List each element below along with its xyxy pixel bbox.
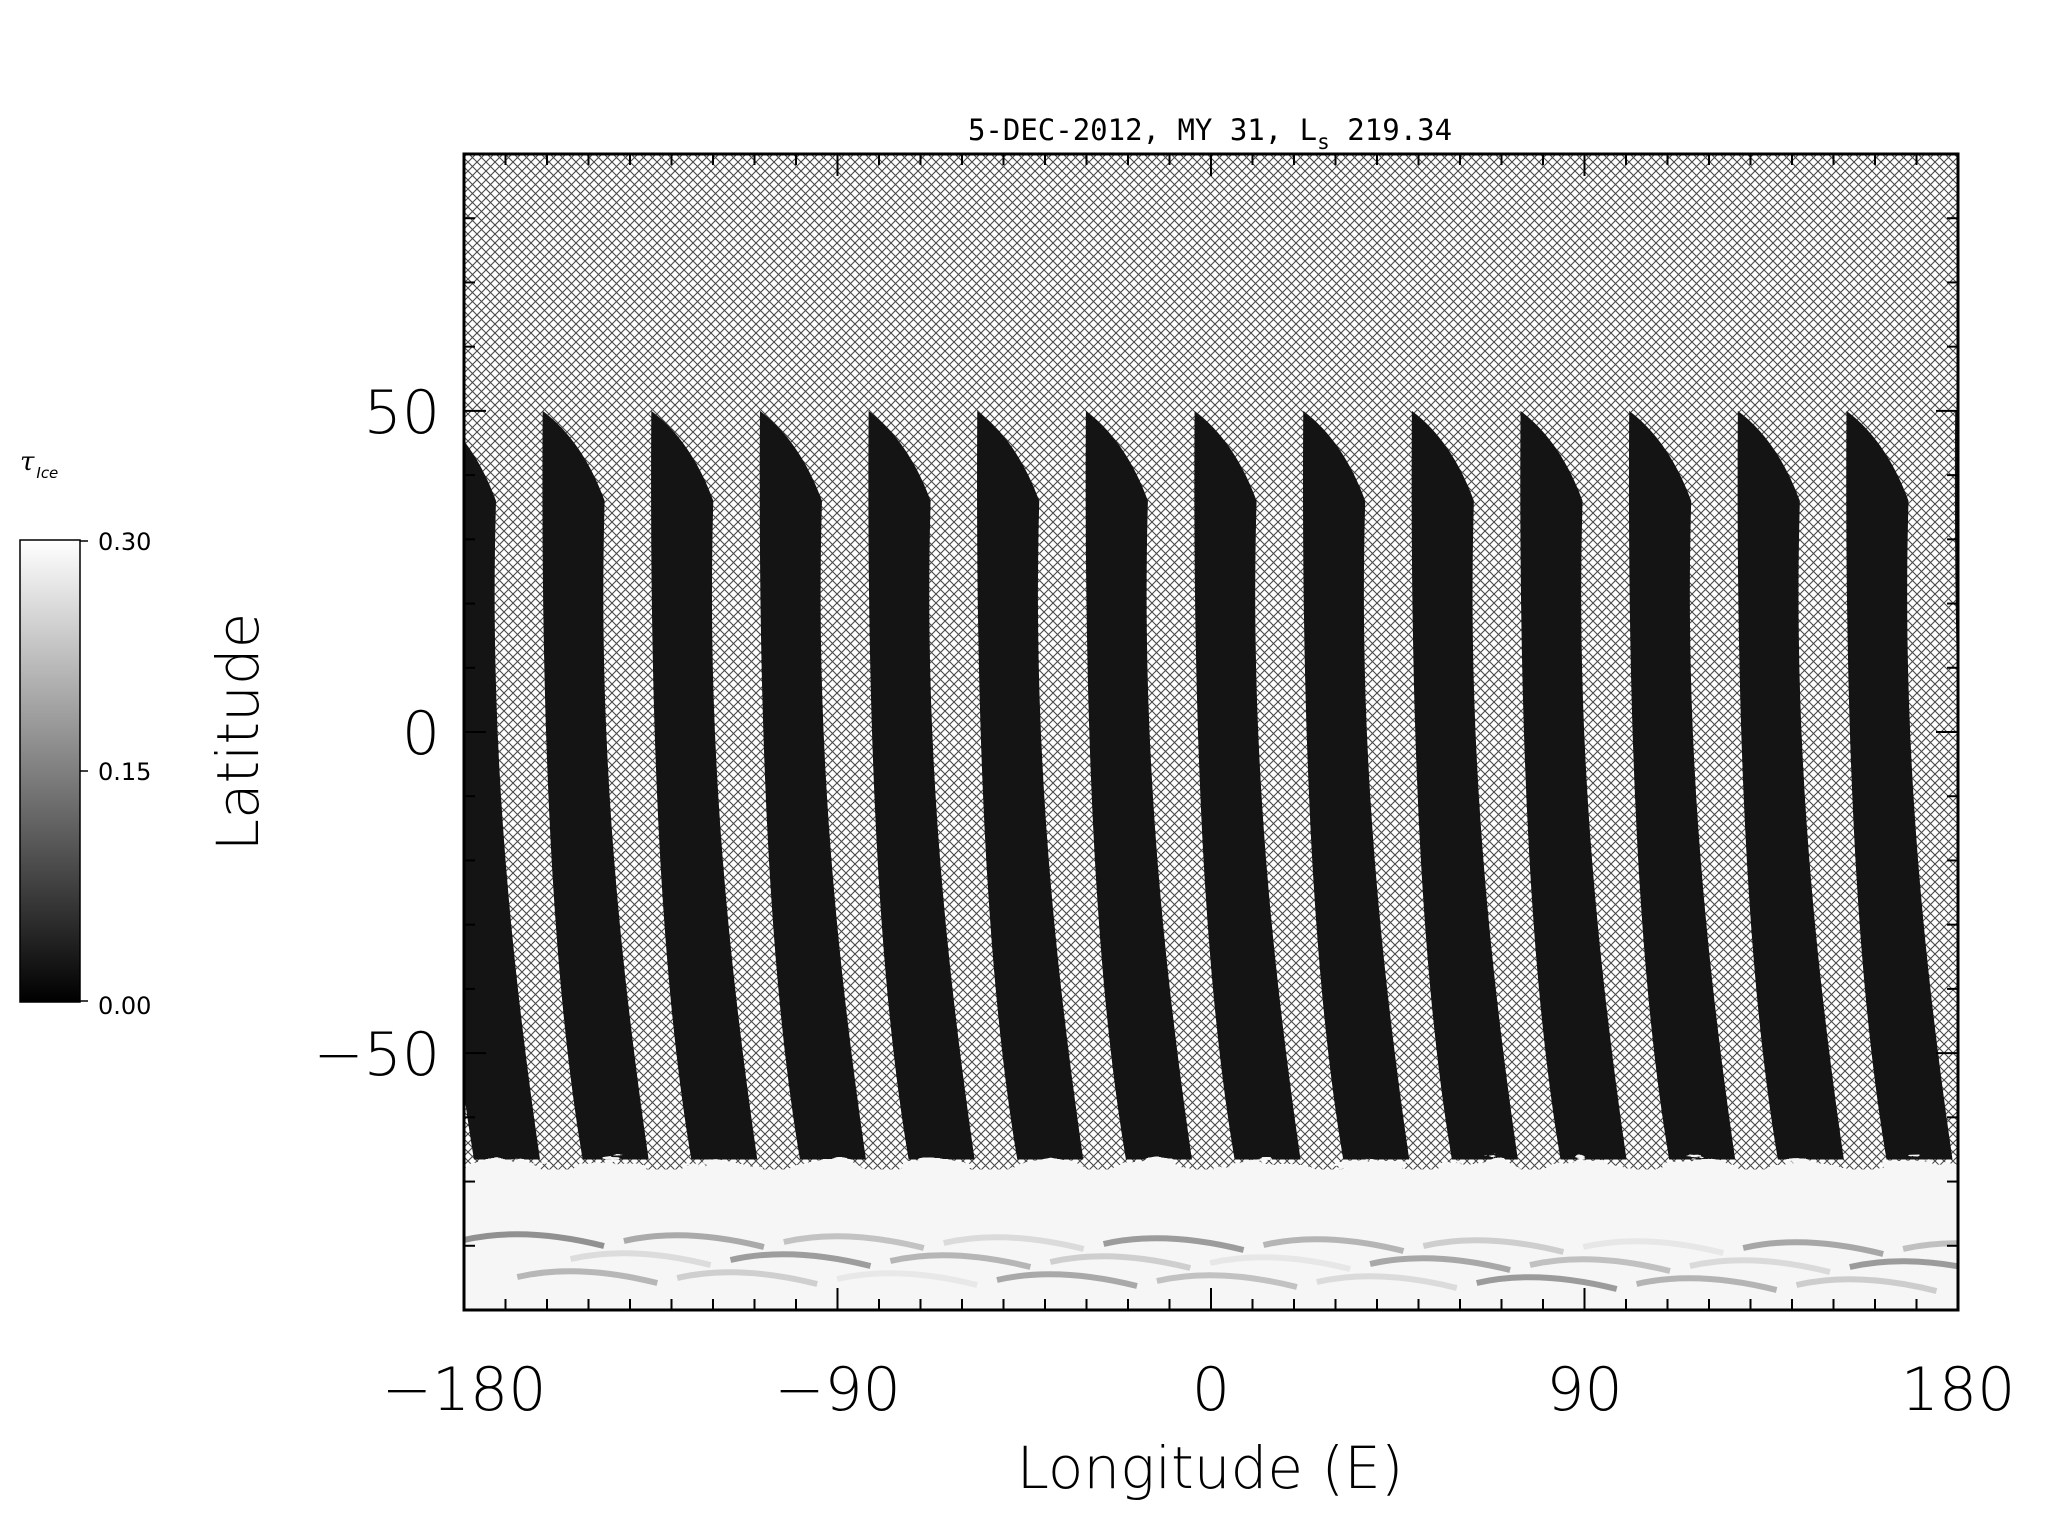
polar-streak-8 [836,1270,978,1288]
polar-blob-6 [969,1159,1126,1284]
swath-2 [542,410,649,1160]
x-tick-label: 0 [1192,1355,1230,1425]
swath-11 [1520,410,1627,1160]
polar-streak-5 [676,1269,818,1287]
swath-12 [1628,410,1736,1160]
axis-ticks [463,153,1959,1311]
polar-streak-21 [1529,1256,1671,1274]
polar-streak-22 [1582,1238,1725,1256]
polar-blob-5 [860,1159,1017,1284]
swath-14 [1846,410,1953,1160]
swath-3 [651,410,758,1160]
polar-streak-10 [943,1234,1085,1252]
colorbar-label-mid: 0.15 [98,758,151,786]
polar-streak-27 [1849,1258,1958,1270]
swath-4 [759,410,866,1160]
y-tick-labels: −50 0 50 [313,378,440,1090]
polar-blob-7 [1077,1159,1234,1284]
polar-blob-11 [1512,1159,1669,1284]
polar-streak-28 [1902,1240,1958,1252]
swath-5 [868,410,975,1160]
swath-15 [1954,410,1958,714]
polar-streak-12 [1049,1253,1192,1271]
polar-streak-18 [1369,1255,1511,1273]
x-axis-label: Longitude (E) [1017,1434,1404,1502]
swath-6 [977,410,1084,1160]
swath-9 [1302,410,1410,1160]
polar-streak-13 [1102,1235,1245,1253]
polar-blob-15 [1947,1189,1958,1253]
polar-blob-9 [1295,1159,1452,1284]
colorbar-title: τ Ice [20,447,58,482]
polar-streak-24 [1689,1257,1831,1275]
polar-streak-15 [1209,1254,1351,1272]
polar-blob-8 [1186,1159,1343,1284]
colorbar-label-min: 0.00 [98,992,151,1020]
swath-13 [1737,410,1844,1160]
polar-streak-7 [783,1233,925,1251]
south-polar-region [464,1159,1958,1310]
polar-streak-20 [1476,1274,1618,1292]
swath-8 [1194,410,1301,1160]
y-tick-label: 0 [402,699,440,769]
plot-area [464,154,1958,1310]
swath-10 [1411,410,1518,1160]
x-tick-label: 180 [1901,1355,2016,1425]
colorbar-gradient [19,539,81,1003]
polar-streak-17 [1316,1273,1458,1291]
swath-1 [464,440,540,1160]
polar-streak-16 [1262,1236,1405,1254]
polar-streak-23 [1635,1275,1778,1293]
polar-streak-19 [1422,1237,1565,1255]
polar-streak-14 [1156,1272,1298,1290]
y-tick-label: −50 [313,1020,440,1090]
swath-7 [1085,410,1192,1160]
polar-streak-26 [1795,1276,1938,1294]
polar-streak-11 [996,1271,1138,1289]
colorbar: τ Ice 0.30 0.15 0.00 [19,447,151,1020]
colorbar-label-max: 0.30 [98,528,151,556]
polar-streak-6 [729,1251,872,1269]
orbit-swaths [464,410,1958,1160]
polar-streak-2 [516,1268,659,1286]
x-tick-label: −90 [774,1355,901,1425]
x-tick-label: −180 [382,1355,547,1425]
polar-streak-4 [623,1232,765,1250]
polar-streak-9 [889,1252,1032,1270]
polar-blob-10 [1403,1159,1560,1284]
map-title: 5-DEC-2012, MY 31, Ls 219.34 [968,113,1452,154]
polar-streak-3 [569,1250,712,1268]
x-tick-label: 90 [1546,1355,1622,1425]
polar-streak-25 [1742,1239,1884,1257]
polar-blob-12 [1621,1159,1778,1284]
x-tick-labels: −180 −90 0 90 180 [382,1355,2016,1425]
y-axis-label: Latitude [204,613,272,852]
polar-blob-13 [1729,1159,1886,1284]
polar-streak-1 [464,1231,605,1249]
y-tick-label: 50 [364,378,440,448]
